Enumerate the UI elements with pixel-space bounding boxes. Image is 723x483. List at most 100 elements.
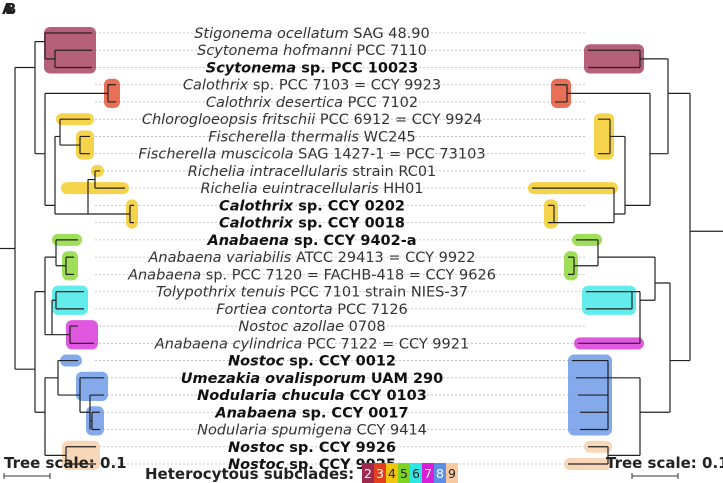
tree-scale-left: Tree scale: 0.1 (3, 454, 127, 479)
taxon-genus: Scytonema hofmanni (197, 43, 352, 59)
taxon-genus: Fischerella muscicola (138, 147, 293, 163)
taxon-label: Anabaena cylindrica PCC 7122 = CCY 9921 (154, 336, 469, 352)
taxon-strain: PCC 7102 (343, 95, 418, 111)
taxon-label: Fischerella thermalis WC245 (208, 129, 416, 145)
taxon-genus: Fortiea contorta (216, 302, 332, 318)
taxon-strain: PCC 7101 strain NIES-37 (285, 285, 468, 301)
tree-branch (568, 446, 640, 465)
taxon-genus: Calothrix (219, 216, 294, 232)
taxon-strain: 0708 (344, 319, 386, 335)
taxon-label: Scytonema hofmanni PCC 7110 (197, 43, 427, 59)
taxon-label: Fischerella muscicola SAG 1427-1 = PCC 7… (138, 147, 485, 163)
taxon-label: Richelia euintracellularis HH01 (200, 181, 423, 197)
clade-highlight (584, 44, 644, 74)
legend-label: 8 (436, 466, 444, 481)
taxon-strain: CCY 9414 (352, 423, 427, 439)
taxon-genus: Anabaena variabilis (147, 250, 291, 266)
taxon-genus: Scytonema (206, 60, 296, 76)
legend-label: 3 (376, 466, 384, 481)
taxon-label: Anabaena sp. PCC 7120 = FACHB-418 = CCY … (127, 267, 496, 283)
tree-branch (35, 93, 46, 206)
leader-lines (95, 32, 585, 465)
taxon-genus: Chlorogloeopsis fritschii (142, 112, 315, 128)
tree-branch (52, 325, 94, 344)
legend-swatch (362, 463, 374, 483)
taxon-genus: Nostoc azollae (238, 319, 344, 335)
taxon-genus: Tolypothrix tenuis (156, 285, 286, 301)
tree-branch (15, 41, 36, 154)
taxon-genus: Calothrix desertica (206, 95, 343, 111)
taxon-label: Umezakia ovalisporum UAM 290 (181, 371, 443, 387)
taxon-label: Fortiea contorta PCC 7126 (216, 302, 408, 318)
taxon-label: Calothrix sp. PCC 7103 = CCY 9923 (183, 78, 441, 94)
taxon-strain: sp. CCY 9926 (284, 440, 396, 456)
taxon-genus: Anabaena cylindrica (154, 336, 303, 352)
clade-highlight (86, 406, 104, 436)
taxon-strain: sp. PCC 7120 = FACHB-418 = CCY 9626 (201, 267, 496, 283)
tree-branch (45, 300, 53, 336)
taxon-label: Stigonema ocellatum SAG 48.90 (194, 26, 430, 42)
taxon-genus: Umezakia ovalisporum (181, 371, 366, 387)
legend-swatch (398, 463, 410, 483)
taxon-strain: SAG 48.90 (349, 26, 430, 42)
legend-swatch (446, 463, 458, 483)
tree-branch (649, 93, 668, 206)
taxon-label: Calothrix sp. CCY 0018 (219, 216, 405, 232)
taxon-genus: Nostoc (228, 440, 285, 456)
tree-branch (639, 377, 670, 456)
tree-scale-right: Tree scale: 0.1 (606, 454, 723, 479)
clade-highlight (52, 285, 88, 315)
taxon-strain: WC245 (359, 129, 416, 145)
taxon-label: Chlorogloeopsis fritschii PCC 6912 = CCY… (142, 112, 482, 128)
legend-label: 7 (424, 466, 432, 481)
taxon-strain: PCC 7110 (352, 43, 427, 59)
taxon-label: Richelia intracellularis strain RC01 (188, 164, 437, 180)
tree-branch (35, 377, 46, 456)
taxon-genus: Richelia intracellularis (188, 164, 349, 180)
left-tree (0, 32, 134, 465)
taxon-strain: sp. CCY 0017 (297, 405, 409, 421)
taxon-label: Nostoc sp. CCY 9926 (228, 440, 396, 456)
taxon-genus: Stigonema ocellatum (194, 26, 348, 42)
tree-branch (88, 170, 125, 189)
tree-branch (669, 282, 690, 413)
taxon-label: Calothrix sp. CCY 0202 (219, 198, 405, 214)
legend-label: 5 (400, 466, 408, 481)
legend-swatch (434, 463, 446, 483)
taxon-genus: Anabaena (127, 267, 201, 283)
tree-branch (598, 118, 625, 155)
clade-highlight (582, 285, 636, 315)
clade-highlight (76, 371, 108, 402)
tree-branch (45, 446, 96, 465)
tree-branch (55, 118, 90, 155)
taxon-strain: sp. CCY 0012 (284, 354, 396, 370)
taxon-strain: UAM 290 (366, 371, 443, 387)
taxon-genus: Anabaena (214, 405, 296, 421)
taxon-genus: Richelia euintracellularis (200, 181, 379, 197)
taxon-label: Nodularia spumigena CCY 9414 (197, 423, 427, 439)
panel-label-b: B (5, 0, 17, 18)
tree-branch (88, 204, 134, 224)
taxon-strain: SAG 1427-1 = PCC 73103 (294, 147, 486, 163)
clade-highlight (126, 199, 138, 229)
tree-branch (52, 291, 84, 310)
clade-highlight (62, 440, 100, 470)
taxon-strain: sp. CCY 0202 (293, 198, 405, 214)
taxon-strain: ATCC 29413 = CCY 9922 (291, 250, 475, 266)
taxon-genus: Nostoc (228, 354, 285, 370)
legend-swatch (386, 463, 398, 483)
tree-branch (613, 188, 625, 223)
tree-branch (568, 239, 655, 275)
taxon-label: Anabaena sp. CCY 9402-a (206, 233, 416, 249)
clade-highlight (551, 78, 571, 108)
tree-branch (572, 359, 640, 431)
legend-label: 2 (364, 466, 372, 481)
taxon-label: Nostoc azollae 0708 (238, 319, 385, 335)
taxon-strain: strain RC01 (348, 164, 436, 180)
taxon-genus: Calothrix (183, 78, 249, 94)
clade-highlight (594, 113, 614, 160)
taxon-strain: PCC 6912 = CCY 9924 (315, 112, 482, 128)
